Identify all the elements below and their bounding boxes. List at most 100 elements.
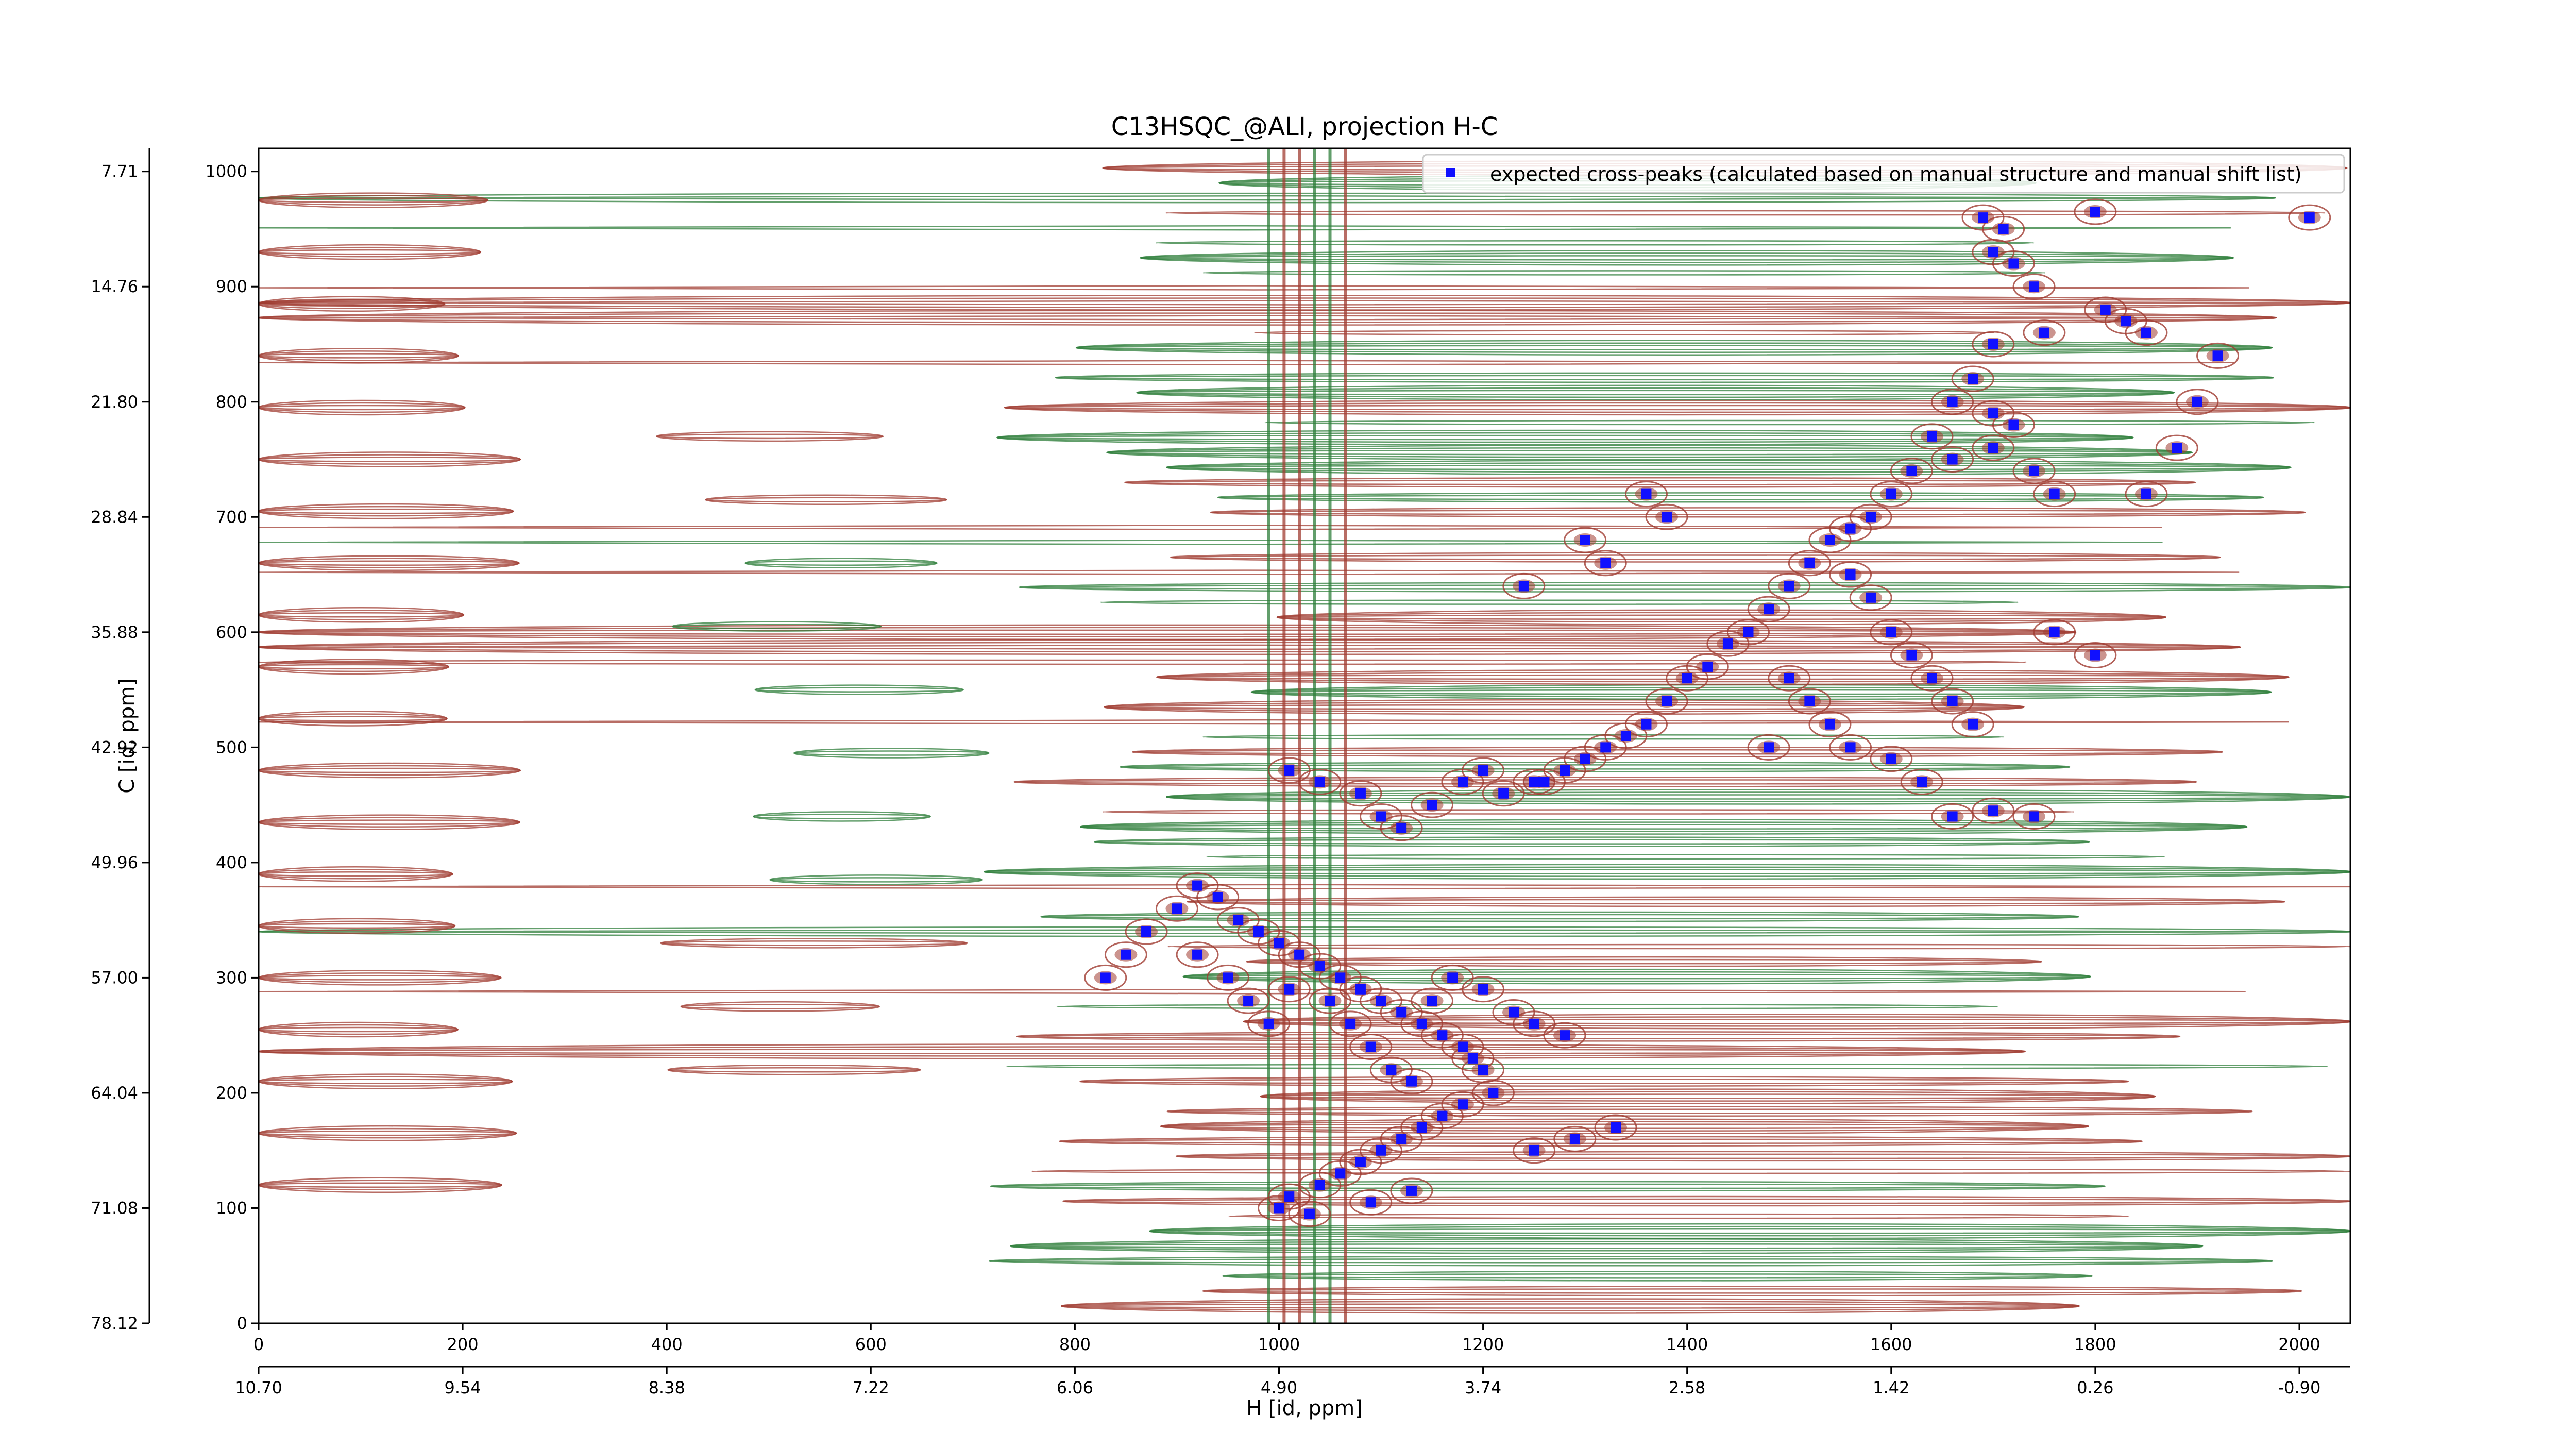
contour-band [259,926,2350,937]
contour-band [1079,821,2248,832]
x-index-tick-label: 400 [651,1335,683,1354]
contour-band [656,431,884,442]
peak-contour [1788,688,1831,715]
x-index-axis: 0 200 400 600 800 1000 1200 1400 1600 1800 2000 [253,1323,2320,1354]
cross-peak-marker [1314,1180,1325,1190]
peak-contour [1870,481,1913,508]
contour-band [1060,1301,2080,1311]
contour-band [1040,911,2079,922]
cross-peak-marker [1376,811,1386,822]
cross-peak-marker [1722,638,1733,649]
cross-peak-marker [1600,558,1611,568]
cross-peak-marker [2029,811,2040,822]
peak-contour [1931,389,1974,415]
peak-contour [1890,642,1933,669]
contour-band [259,285,2249,291]
x-ppm-tick-label: 2.58 [1669,1378,1705,1397]
y-ppm-tick-label: 78.12 [91,1313,138,1333]
contour-band [259,975,502,981]
contour-band [1260,1091,2156,1102]
contour-band [259,350,460,361]
peak-contour [1706,630,1750,657]
peak-contour [1267,976,1311,1003]
peak-contour [2125,319,2168,346]
contour-band [259,1180,502,1191]
peak-contour [2176,389,2219,415]
contour-band [259,402,466,413]
contour-band [705,494,947,506]
y-index-tick-label: 1000 [206,162,247,181]
contour-band [1136,384,2175,401]
y-ppm-tick-label: 7.71 [101,162,138,181]
cross-peak-marker [1804,696,1815,706]
cross-peak-marker [1427,996,1437,1006]
legend-box [1422,154,2345,194]
contour-band [1019,584,2350,590]
peak-contour [1176,941,1219,968]
contour-band [660,938,968,949]
y-index-tick-label: 600 [216,622,247,642]
contour-band [1260,1093,2156,1099]
contour-band [259,1130,517,1136]
contour-band [259,1021,459,1038]
cross-peak-marker [1335,972,1346,983]
contour-band [1187,896,2285,907]
peak-contour [1900,768,1943,795]
peak-contour [1380,815,1423,841]
cross-peak-marker [1314,777,1325,787]
contour-band [1228,1213,2130,1219]
cross-peak-marker [1580,535,1590,545]
contour-band [1165,789,2350,805]
cross-peak-marker [1478,765,1488,776]
y-index-tick-label: 500 [216,737,247,757]
cross-peak-marker [1406,1076,1417,1087]
peak-contour [1349,1034,1393,1060]
contour-band [259,540,2163,545]
cross-peak-marker [1304,1208,1315,1219]
cross-peak-marker [1947,454,1958,465]
peak-contour [1309,987,1352,1014]
contour-band [754,684,964,695]
cross-peak-marker [1488,1087,1499,1098]
contour-band [1124,477,2196,488]
contour-band [1094,836,2090,847]
peak-contour [1910,665,1954,692]
contour-band [1101,809,2075,815]
contour-band [1075,345,2273,350]
cross-peak-marker [1784,581,1794,592]
contour-band [259,868,453,880]
peak-contour [1553,1125,1597,1152]
cross-peak-marker [1611,1122,1621,1133]
peak-contour [1084,964,1127,991]
contour-band [259,884,2350,890]
contour-band [259,560,520,566]
contour-band [1243,1014,2350,1030]
contour-band [1079,1076,2129,1087]
contour-band [769,877,983,883]
cross-peak-marker [1866,592,1876,603]
cross-peak-marker [1804,558,1815,568]
y-ppm-tick-label: 21.80 [91,392,138,412]
contour-band [754,687,964,693]
contour-band [1136,387,2175,398]
cross-peak-marker [1947,811,1958,822]
cross-peak-marker [2008,419,2019,430]
contour-band [1176,1151,2350,1162]
contour-band [259,719,2289,725]
cross-peak-marker [1784,673,1794,684]
contour-band [259,819,520,825]
cross-peak-marker [2212,350,2223,361]
cross-peak-marker [1355,1157,1366,1168]
y-ppm-tick-label: 57.00 [91,968,138,987]
peak-contour [1768,572,1811,599]
y-ppm-tick-label: 64.04 [91,1083,138,1103]
peak-contour [1411,987,1454,1014]
contour-band [1276,612,2166,623]
x-ppm-tick-label: 4.90 [1261,1378,1297,1397]
peak-contour [1747,596,1790,622]
contour-band [259,503,514,519]
contour-band [259,871,453,877]
contour-band [259,348,460,364]
contour-band [672,621,882,632]
peak-contour [1104,941,1147,968]
